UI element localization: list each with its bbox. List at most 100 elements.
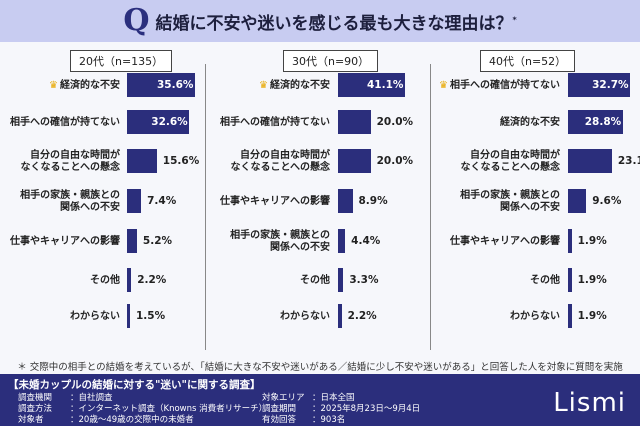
category-label: その他 [0,275,120,287]
value-label: 35.6% [156,79,194,91]
category-text: わからない [70,311,120,322]
value-label: 1.9% [577,310,607,322]
crown-icon: ♛ [439,80,448,91]
category-text: 相手への確信が持てない [220,117,330,128]
footnote: ＊ 交際中の相手との結婚を考えているが、「結婚に大きな不安や迷いがある／結婚に少… [17,362,623,373]
value-label: 1.9% [577,235,607,247]
info-key: 有効回答 [262,415,297,425]
bar [568,110,623,134]
category-label: わからない [435,311,560,323]
category-label: ♛ 相手への確信が持てない [435,80,560,92]
bar [338,149,371,173]
category-text: 経済的な不安 [60,80,120,91]
info-value: ：インターネット調査（Knowns 消費者リサーチ） [70,404,268,414]
divider [205,64,206,350]
bar [338,229,346,253]
category-label: 相手の家族・親族との 関係への不安 [0,190,120,214]
bar [568,189,587,213]
category-label: ♛ 経済的な不安 [0,80,120,92]
category-label: 自分の自由な時間が なくなることへの懸念 [205,150,331,174]
header: Q 結婚に不安や迷いを感じる最も大きな理由は？* [0,0,640,42]
crown-icon: ♛ [259,80,268,91]
lismi-logo: Lismi [553,388,626,418]
panel-title: 40代（n=52） [480,50,576,72]
bar [568,304,572,328]
category-label: 仕事やキャリアへの影響 [205,196,330,208]
category-text: その他 [300,275,330,286]
bar [338,73,405,97]
category-text: 相手の家族・親族との 関係への不安 [230,230,330,253]
category-label: 仕事やキャリアへの影響 [435,236,560,248]
category-label: 自分の自由な時間が なくなることへの懸念 [435,150,561,174]
bar [568,149,612,173]
value-label: 2.2% [347,310,377,322]
q-icon: Q [123,3,150,38]
info-value: ：2025年8月23日〜9月4日 [312,404,421,414]
value-label: 1.9% [577,274,607,286]
chart-panel: 40代（n=52） ♛ 相手への確信が持てない 32.7% 経済的な不安 28.8% 自分の… [430,42,640,354]
category-label: わからない [205,311,330,323]
category-label: 相手への確信が持てない [0,117,120,129]
info-value: ：903名 [312,415,346,425]
page-title: 結婚に不安や迷いを感じる最も大きな理由は？* [155,9,516,34]
category-text: 相手の家族・親族との 関係への不安 [20,190,120,213]
info-key: 調査機関 [18,393,53,403]
chart-panel: 30代（n=90） ♛ 経済的な不安 41.1% 相手への確信が持てない 20.0% 自分の… [205,42,430,354]
bar [127,149,157,173]
value-label: 23.1% [617,155,640,167]
bar [568,268,572,292]
value-label: 28.8% [584,116,622,128]
value-label: 4.4% [351,235,381,247]
title-footnote-mark: * [512,14,517,24]
panel-title: 30代（n=90） [283,50,379,72]
category-text: その他 [530,275,560,286]
category-label: 経済的な不安 [435,117,560,129]
value-label: 32.6% [151,116,188,128]
value-label: 8.9% [358,195,388,207]
category-label: その他 [435,275,560,287]
category-label: 自分の自由な時間が なくなることへの懸念 [0,150,121,174]
bar [568,229,572,253]
category-label: わからない [0,311,120,323]
category-text: 自分の自由な時間が なくなることへの懸念 [460,150,561,173]
value-label: 3.3% [349,274,379,286]
category-text: わからない [280,311,330,322]
category-text: 仕事やキャリアへの影響 [450,236,560,247]
category-label: 相手への確信が持てない [205,117,330,129]
info-value: ：日本全国 [312,393,355,403]
category-text: その他 [90,275,120,286]
survey-title: 【未婚カップルの結婚に対する"迷い"に関する調査】 [8,379,261,391]
category-label: ♛ 経済的な不安 [205,80,330,92]
category-text: 仕事やキャリアへの影響 [220,196,330,207]
bar [127,110,190,134]
category-text: 相手の家族・親族との 関係への不安 [460,190,560,213]
category-text: 経済的な不安 [500,117,560,128]
category-label: その他 [205,275,330,287]
bar [338,268,344,292]
info-key: 対象エリア [262,393,305,403]
bar [338,189,353,213]
value-label: 5.2% [142,235,173,247]
bar [127,268,132,292]
chart-panel: 20代（n=135） ♛ 経済的な不安 35.6% 相手への確信が持てない 32.6% 自分… [0,42,205,354]
category-text: わからない [510,311,560,322]
bar [127,73,195,97]
survey-info: 【未婚カップルの結婚に対する"迷い"に関する調査】 調査機関 ：自社調査 調査方… [0,374,640,426]
bar [338,304,342,328]
category-text: 仕事やキャリアへの影響 [10,236,120,247]
panel-title: 20代（n=135） [70,50,173,72]
value-label: 20.0% [376,116,414,128]
bar [127,189,142,213]
value-label: 41.1% [366,79,404,91]
info-key: 調査期間 [262,404,297,414]
bar [568,73,631,97]
category-text: 相手への確信が持てない [10,117,120,128]
value-label: 32.7% [592,79,629,91]
category-label: 相手の家族・親族との 関係への不安 [205,230,330,254]
title-text: 結婚に不安や迷いを感じる最も大きな理由は？ [155,13,513,34]
value-label: 2.2% [137,274,167,286]
value-label: 15.6% [162,155,200,167]
info-key: 調査方法 [18,404,53,414]
category-text: 自分の自由な時間が なくなることへの懸念 [20,150,121,173]
info-value: ：自社調査 [70,393,113,403]
